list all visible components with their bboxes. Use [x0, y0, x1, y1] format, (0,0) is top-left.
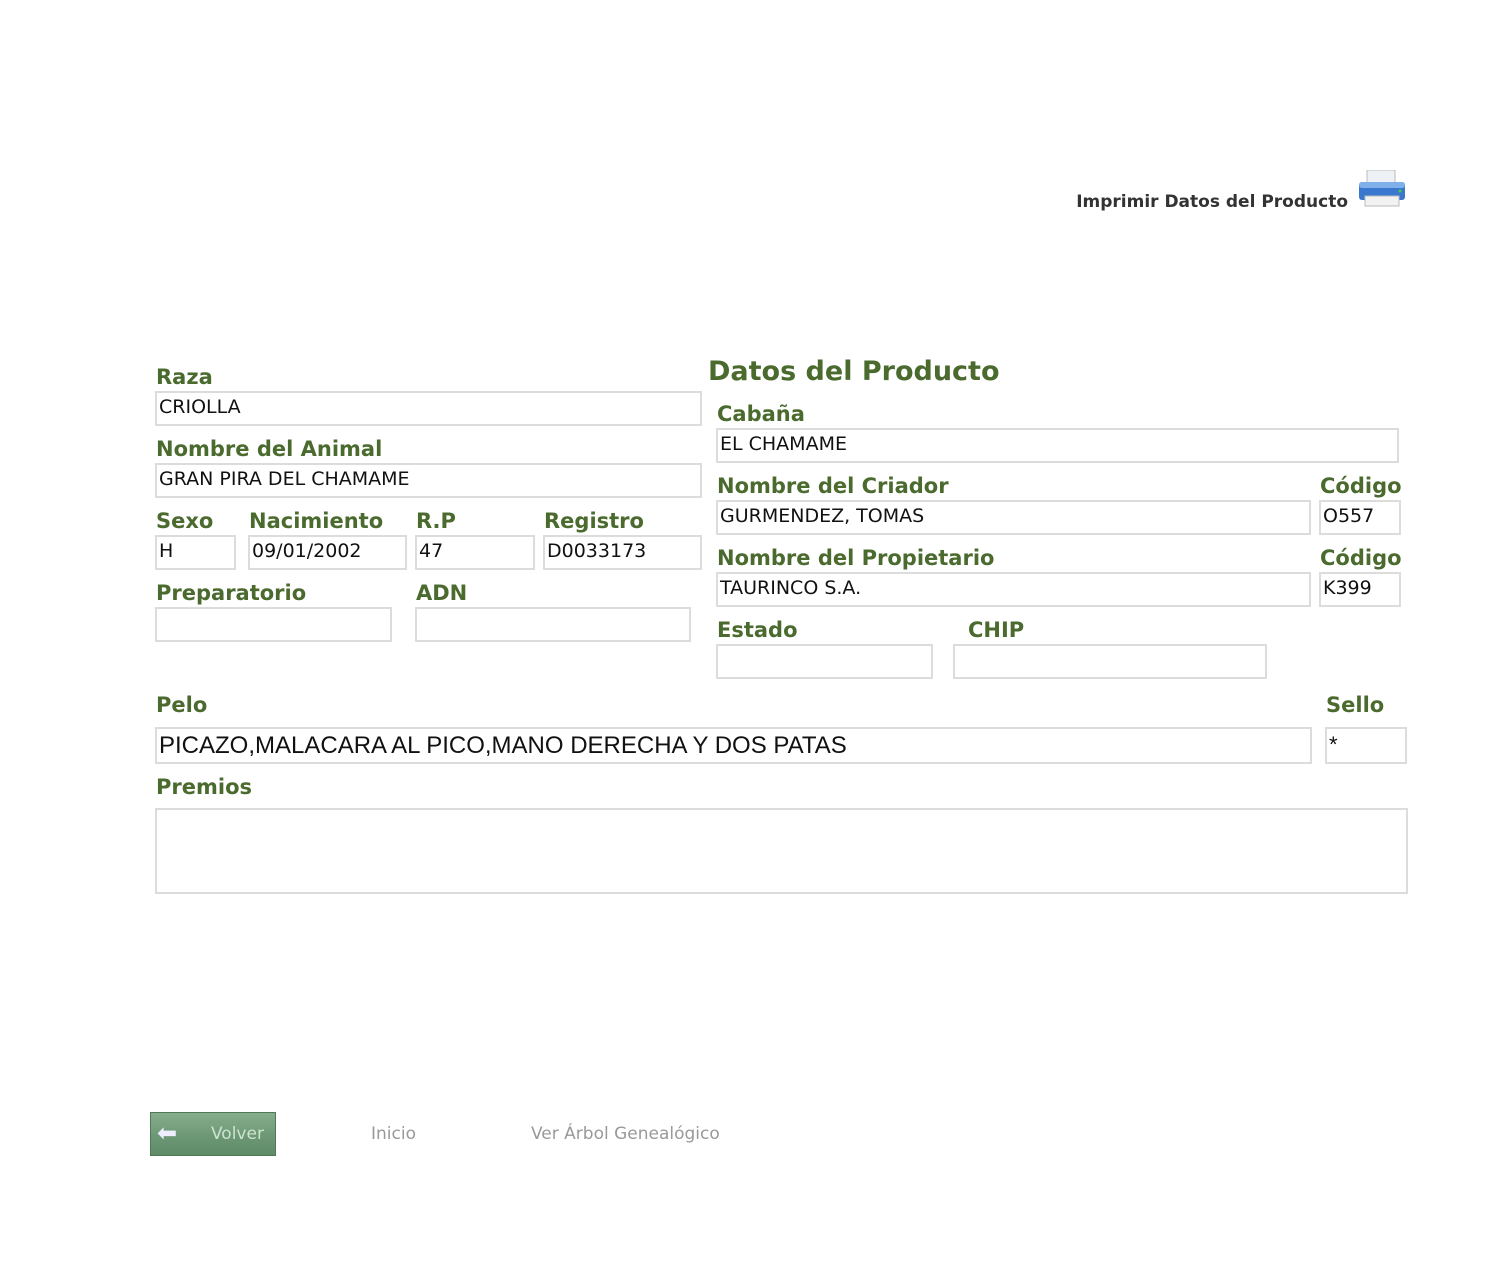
criador-codigo-field[interactable]: O557 [1319, 500, 1401, 535]
chip-label: CHIP [968, 618, 1025, 642]
sello-label: Sello [1326, 693, 1385, 717]
estado-label: Estado [717, 618, 798, 642]
registro-field[interactable]: D0033173 [543, 535, 702, 570]
cabana-label: Cabaña [717, 402, 805, 426]
sexo-label: Sexo [156, 509, 214, 533]
preparatorio-field[interactable] [155, 607, 392, 642]
propietario-codigo-field[interactable]: K399 [1319, 572, 1401, 607]
nombre-animal-field[interactable]: GRAN PIRA DEL CHAMAME [155, 463, 702, 498]
adn-field[interactable] [415, 607, 691, 642]
page-title: Datos del Producto [708, 356, 1000, 387]
criador-field[interactable]: GURMENDEZ, TOMAS [716, 500, 1311, 535]
printer-icon[interactable] [1357, 170, 1407, 208]
inicio-link[interactable]: Inicio [371, 1124, 416, 1144]
chip-field[interactable] [953, 644, 1267, 679]
arrow-left-icon: ⬅ [157, 1119, 178, 1147]
print-label: Imprimir Datos del Producto [1076, 192, 1348, 212]
cabana-field[interactable]: EL CHAMAME [716, 428, 1399, 463]
rp-field[interactable]: 47 [415, 535, 535, 570]
premios-label: Premios [156, 775, 252, 799]
print-link[interactable]: Imprimir Datos del Producto [1060, 168, 1410, 213]
volver-button[interactable]: ⬅ Volver [150, 1112, 276, 1156]
nacimiento-label: Nacimiento [249, 509, 384, 533]
criador-label: Nombre del Criador [717, 474, 949, 498]
raza-label: Raza [156, 365, 213, 389]
nombre-animal-label: Nombre del Animal [156, 437, 383, 461]
sexo-field[interactable]: H [155, 535, 236, 570]
pelo-field[interactable]: PICAZO,MALACARA AL PICO,MANO DERECHA Y D… [155, 727, 1312, 764]
propietario-codigo-label: Código [1320, 546, 1402, 570]
nacimiento-field[interactable]: 09/01/2002 [248, 535, 407, 570]
premios-textarea[interactable] [155, 808, 1408, 894]
rp-label: R.P [416, 509, 456, 533]
adn-label: ADN [416, 581, 468, 605]
arbol-genealogico-link[interactable]: Ver Árbol Genealógico [531, 1124, 720, 1144]
registro-label: Registro [544, 509, 644, 533]
propietario-field[interactable]: TAURINCO S.A. [716, 572, 1311, 607]
volver-label: Volver [211, 1124, 264, 1144]
pelo-label: Pelo [156, 693, 208, 717]
criador-codigo-label: Código [1320, 474, 1402, 498]
estado-field[interactable] [716, 644, 933, 679]
sello-field[interactable]: * [1325, 727, 1407, 764]
propietario-label: Nombre del Propietario [717, 546, 995, 570]
preparatorio-label: Preparatorio [156, 581, 307, 605]
raza-field[interactable]: CRIOLLA [155, 391, 702, 426]
